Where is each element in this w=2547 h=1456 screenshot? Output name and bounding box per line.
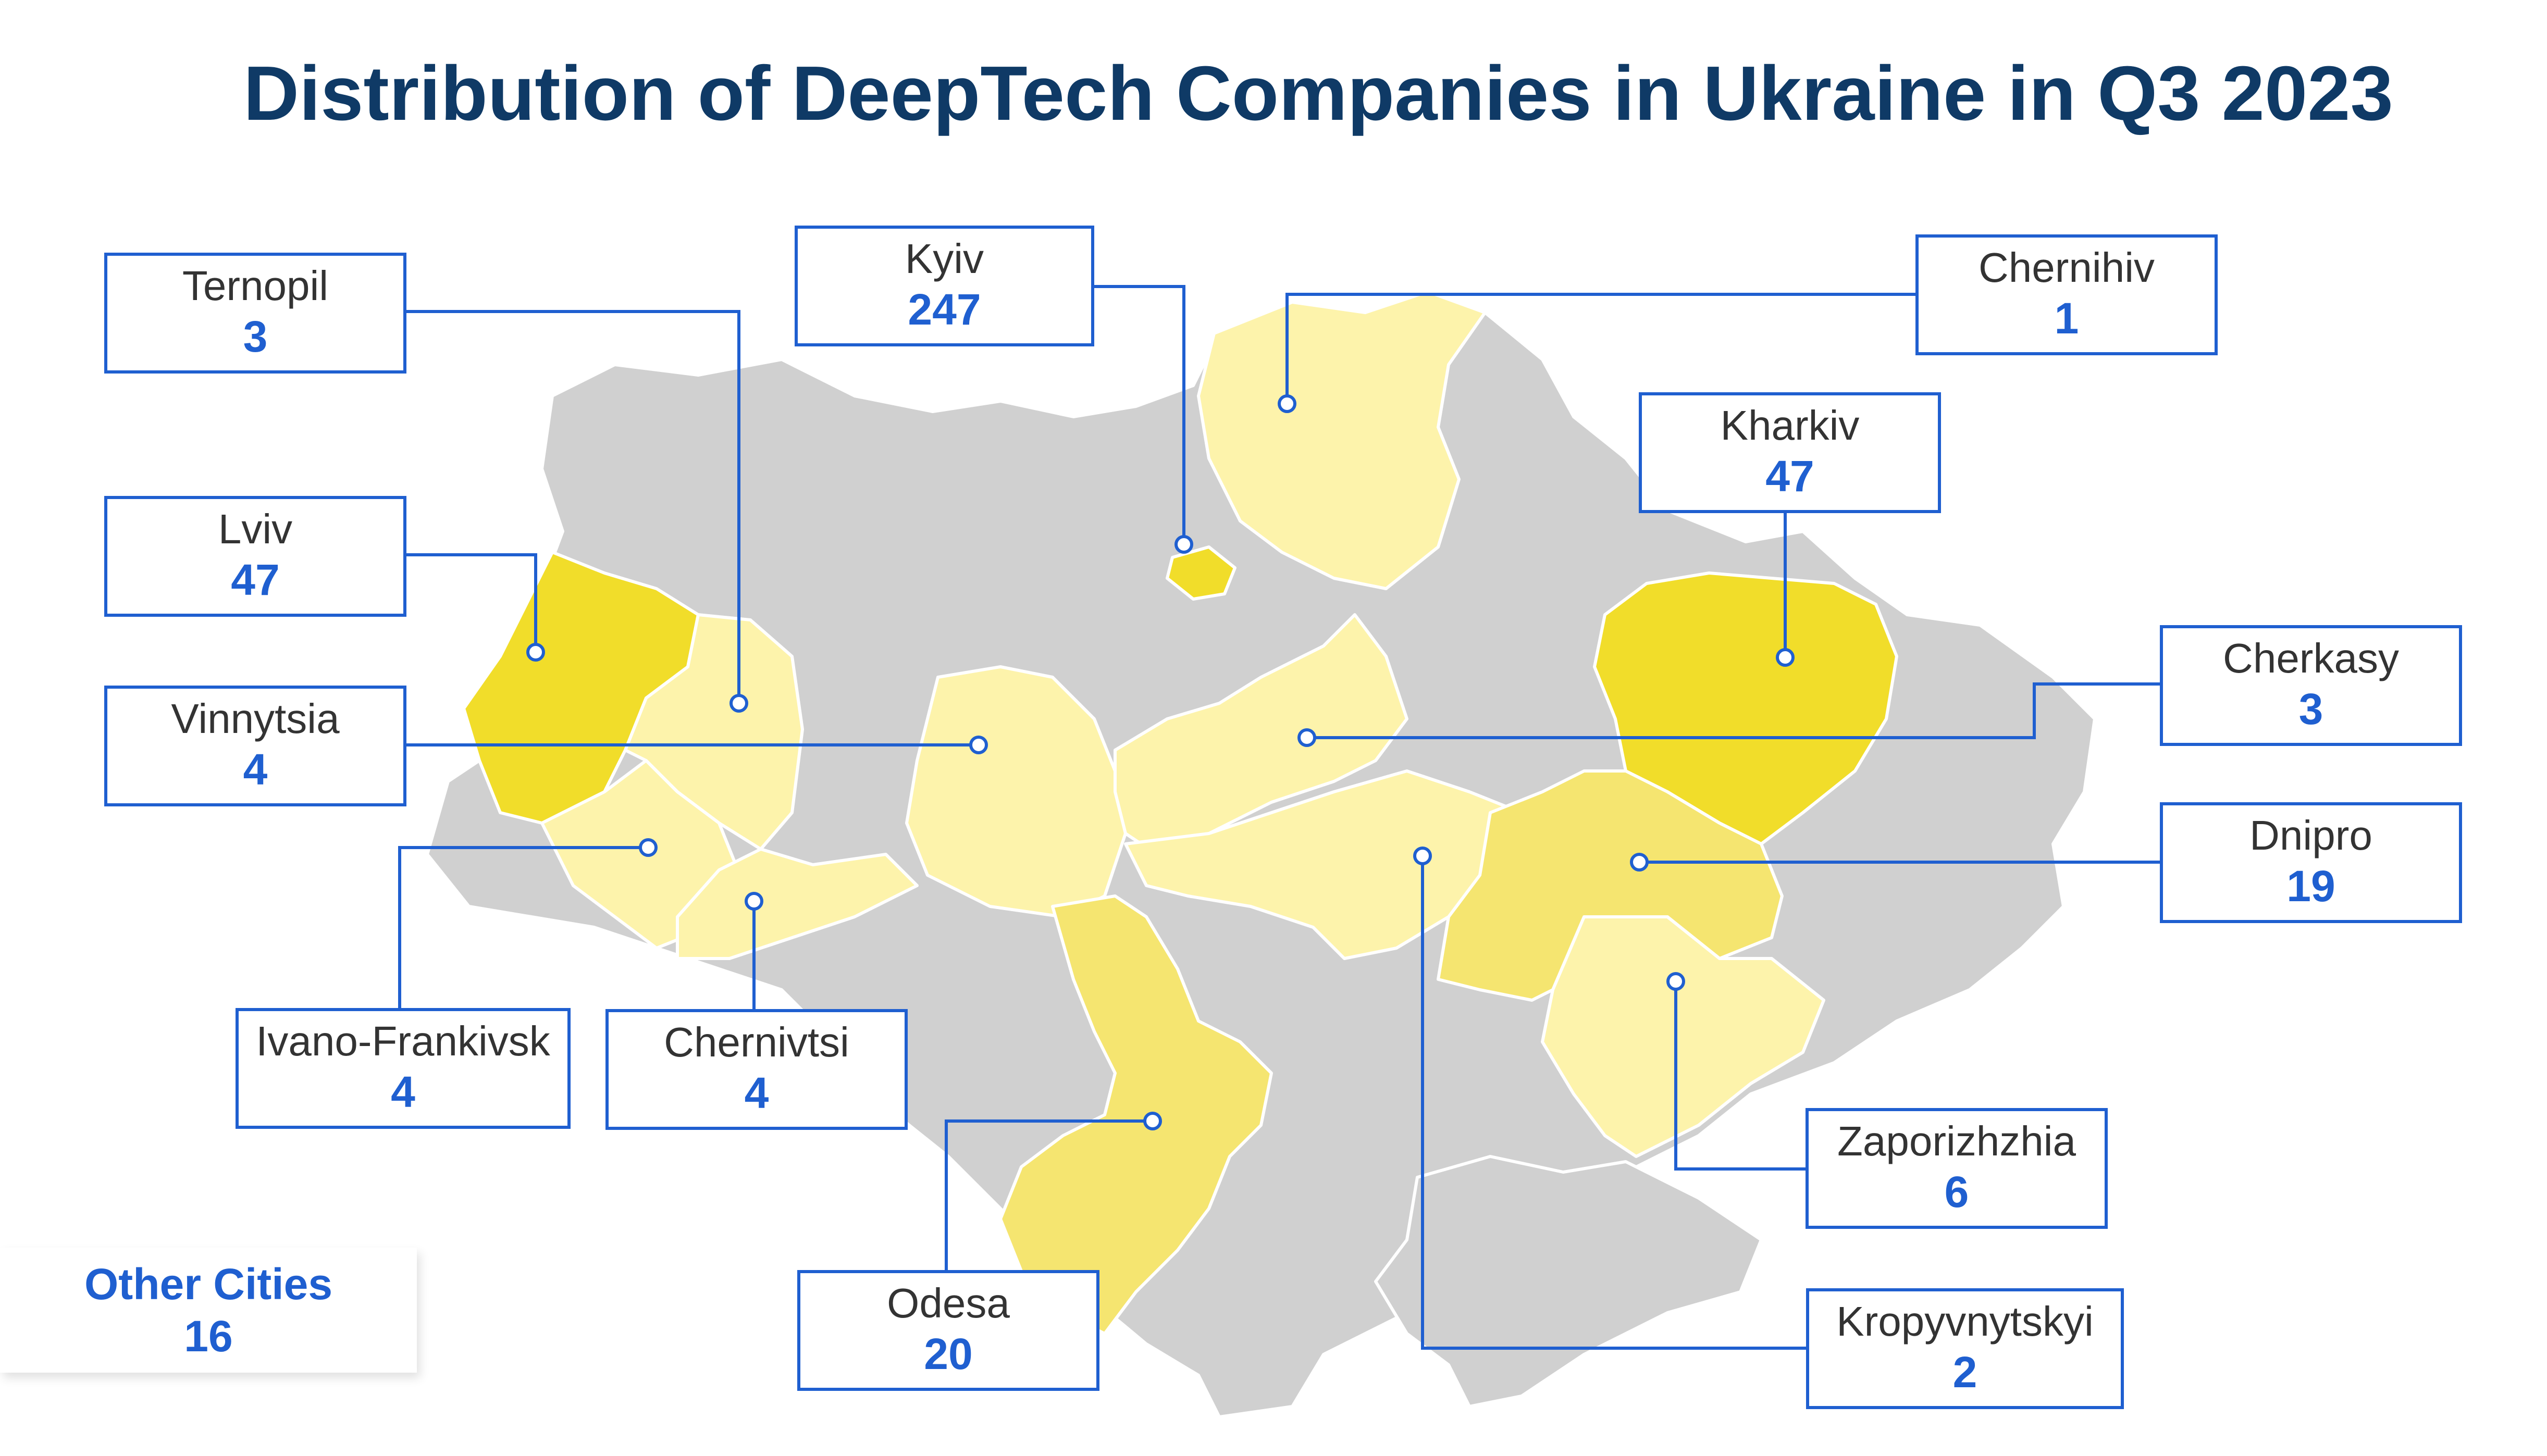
- city-name: Kropyvnytskyi: [1836, 1298, 2094, 1345]
- city-count: 47: [231, 555, 280, 604]
- region-crimea: [1374, 1155, 1763, 1408]
- region-chernivtsi: [676, 848, 919, 960]
- leader-kropyvnytskyi: [1421, 856, 1806, 1350]
- other-cities-count: 16: [184, 1312, 233, 1361]
- other-cities-box: Other Cities 16: [0, 1248, 417, 1373]
- city-count: 3: [2298, 685, 2323, 733]
- region-zaporizhzhia: [1541, 915, 1825, 1158]
- city-name: Ivano-Frankivsk: [256, 1018, 550, 1064]
- label-kyiv: Kyiv 247: [795, 226, 1094, 346]
- label-chernivtsi: Chernivtsi 4: [605, 1009, 908, 1130]
- label-chernihiv: Chernihiv 1: [1915, 234, 2218, 355]
- city-count: 4: [744, 1068, 769, 1117]
- city-count: 247: [908, 285, 981, 334]
- leader-kyiv: [1094, 285, 1185, 544]
- marker-ternopil: [730, 694, 748, 713]
- city-name: Chernihiv: [1979, 244, 2155, 291]
- marker-zaporizhzhia: [1666, 972, 1685, 991]
- label-zaporizhzhia: Zaporizhzhia 6: [1806, 1108, 2108, 1229]
- marker-vinnytsia: [969, 736, 988, 754]
- city-count: 6: [1944, 1167, 1969, 1216]
- leader-zaporizhzhia: [1674, 981, 1806, 1171]
- label-ivano-frankivsk: Ivano-Frankivsk 4: [236, 1008, 571, 1129]
- city-name: Odesa: [887, 1280, 1010, 1326]
- leader-odesa: [945, 1119, 1153, 1270]
- region-kharkiv: [1593, 571, 1898, 845]
- city-name: Chernivtsi: [664, 1019, 849, 1065]
- marker-chernivtsi: [745, 892, 763, 911]
- label-odesa: Odesa 20: [797, 1270, 1099, 1391]
- marker-kropyvnytskyi: [1413, 847, 1432, 865]
- label-cherkasy: Cherkasy 3: [2160, 625, 2462, 746]
- marker-lviv: [526, 643, 545, 662]
- city-name: Zaporizhzhia: [1837, 1118, 2076, 1164]
- city-name: Lviv: [218, 506, 293, 552]
- other-cities-label: Other Cities: [84, 1260, 333, 1309]
- leader-cherkasy: [1307, 682, 2160, 739]
- city-count: 4: [391, 1067, 415, 1116]
- marker-ivano-frankivsk: [639, 838, 658, 857]
- marker-dnipro: [1630, 853, 1649, 872]
- region-vinnytsia: [905, 665, 1127, 918]
- city-count: 20: [924, 1329, 973, 1378]
- label-kropyvnytskyi: Kropyvnytskyi 2: [1806, 1288, 2124, 1409]
- label-lviv: Lviv 47: [104, 496, 406, 617]
- region-odesa: [999, 894, 1273, 1335]
- city-count: 3: [243, 312, 268, 361]
- leader-lviv: [406, 553, 537, 652]
- marker-kharkiv: [1776, 648, 1795, 667]
- city-name: Kharkiv: [1720, 402, 1860, 449]
- city-name: Dnipro: [2249, 812, 2372, 858]
- city-name: Ternopil: [182, 263, 329, 309]
- marker-odesa: [1143, 1112, 1162, 1130]
- city-count: 47: [1765, 452, 1814, 501]
- marker-cherkasy: [1297, 728, 1316, 747]
- label-ternopil: Ternopil 3: [104, 253, 406, 374]
- marker-chernihiv: [1278, 394, 1296, 413]
- leader-ternopil: [406, 310, 740, 703]
- region-kyiv-city: [1166, 545, 1237, 601]
- label-vinnytsia: Vinnytsia 4: [104, 686, 406, 806]
- city-count: 19: [2286, 862, 2335, 911]
- leader-chernihiv: [1285, 293, 1915, 404]
- region-chernihiv: [1197, 290, 1487, 590]
- city-name: Vinnytsia: [171, 695, 340, 742]
- marker-kyiv: [1174, 535, 1193, 554]
- city-count: 4: [243, 745, 268, 794]
- label-kharkiv: Kharkiv 47: [1639, 392, 1941, 513]
- label-dnipro: Dnipro 19: [2160, 802, 2462, 923]
- leader-ivano-frankivsk: [398, 846, 648, 1008]
- map-title: Distribution of DeepTech Companies in Uk…: [243, 51, 2393, 136]
- city-name: Kyiv: [905, 235, 984, 282]
- city-name: Cherkasy: [2223, 635, 2399, 681]
- city-count: 2: [1952, 1348, 1977, 1397]
- city-count: 1: [2054, 294, 2079, 343]
